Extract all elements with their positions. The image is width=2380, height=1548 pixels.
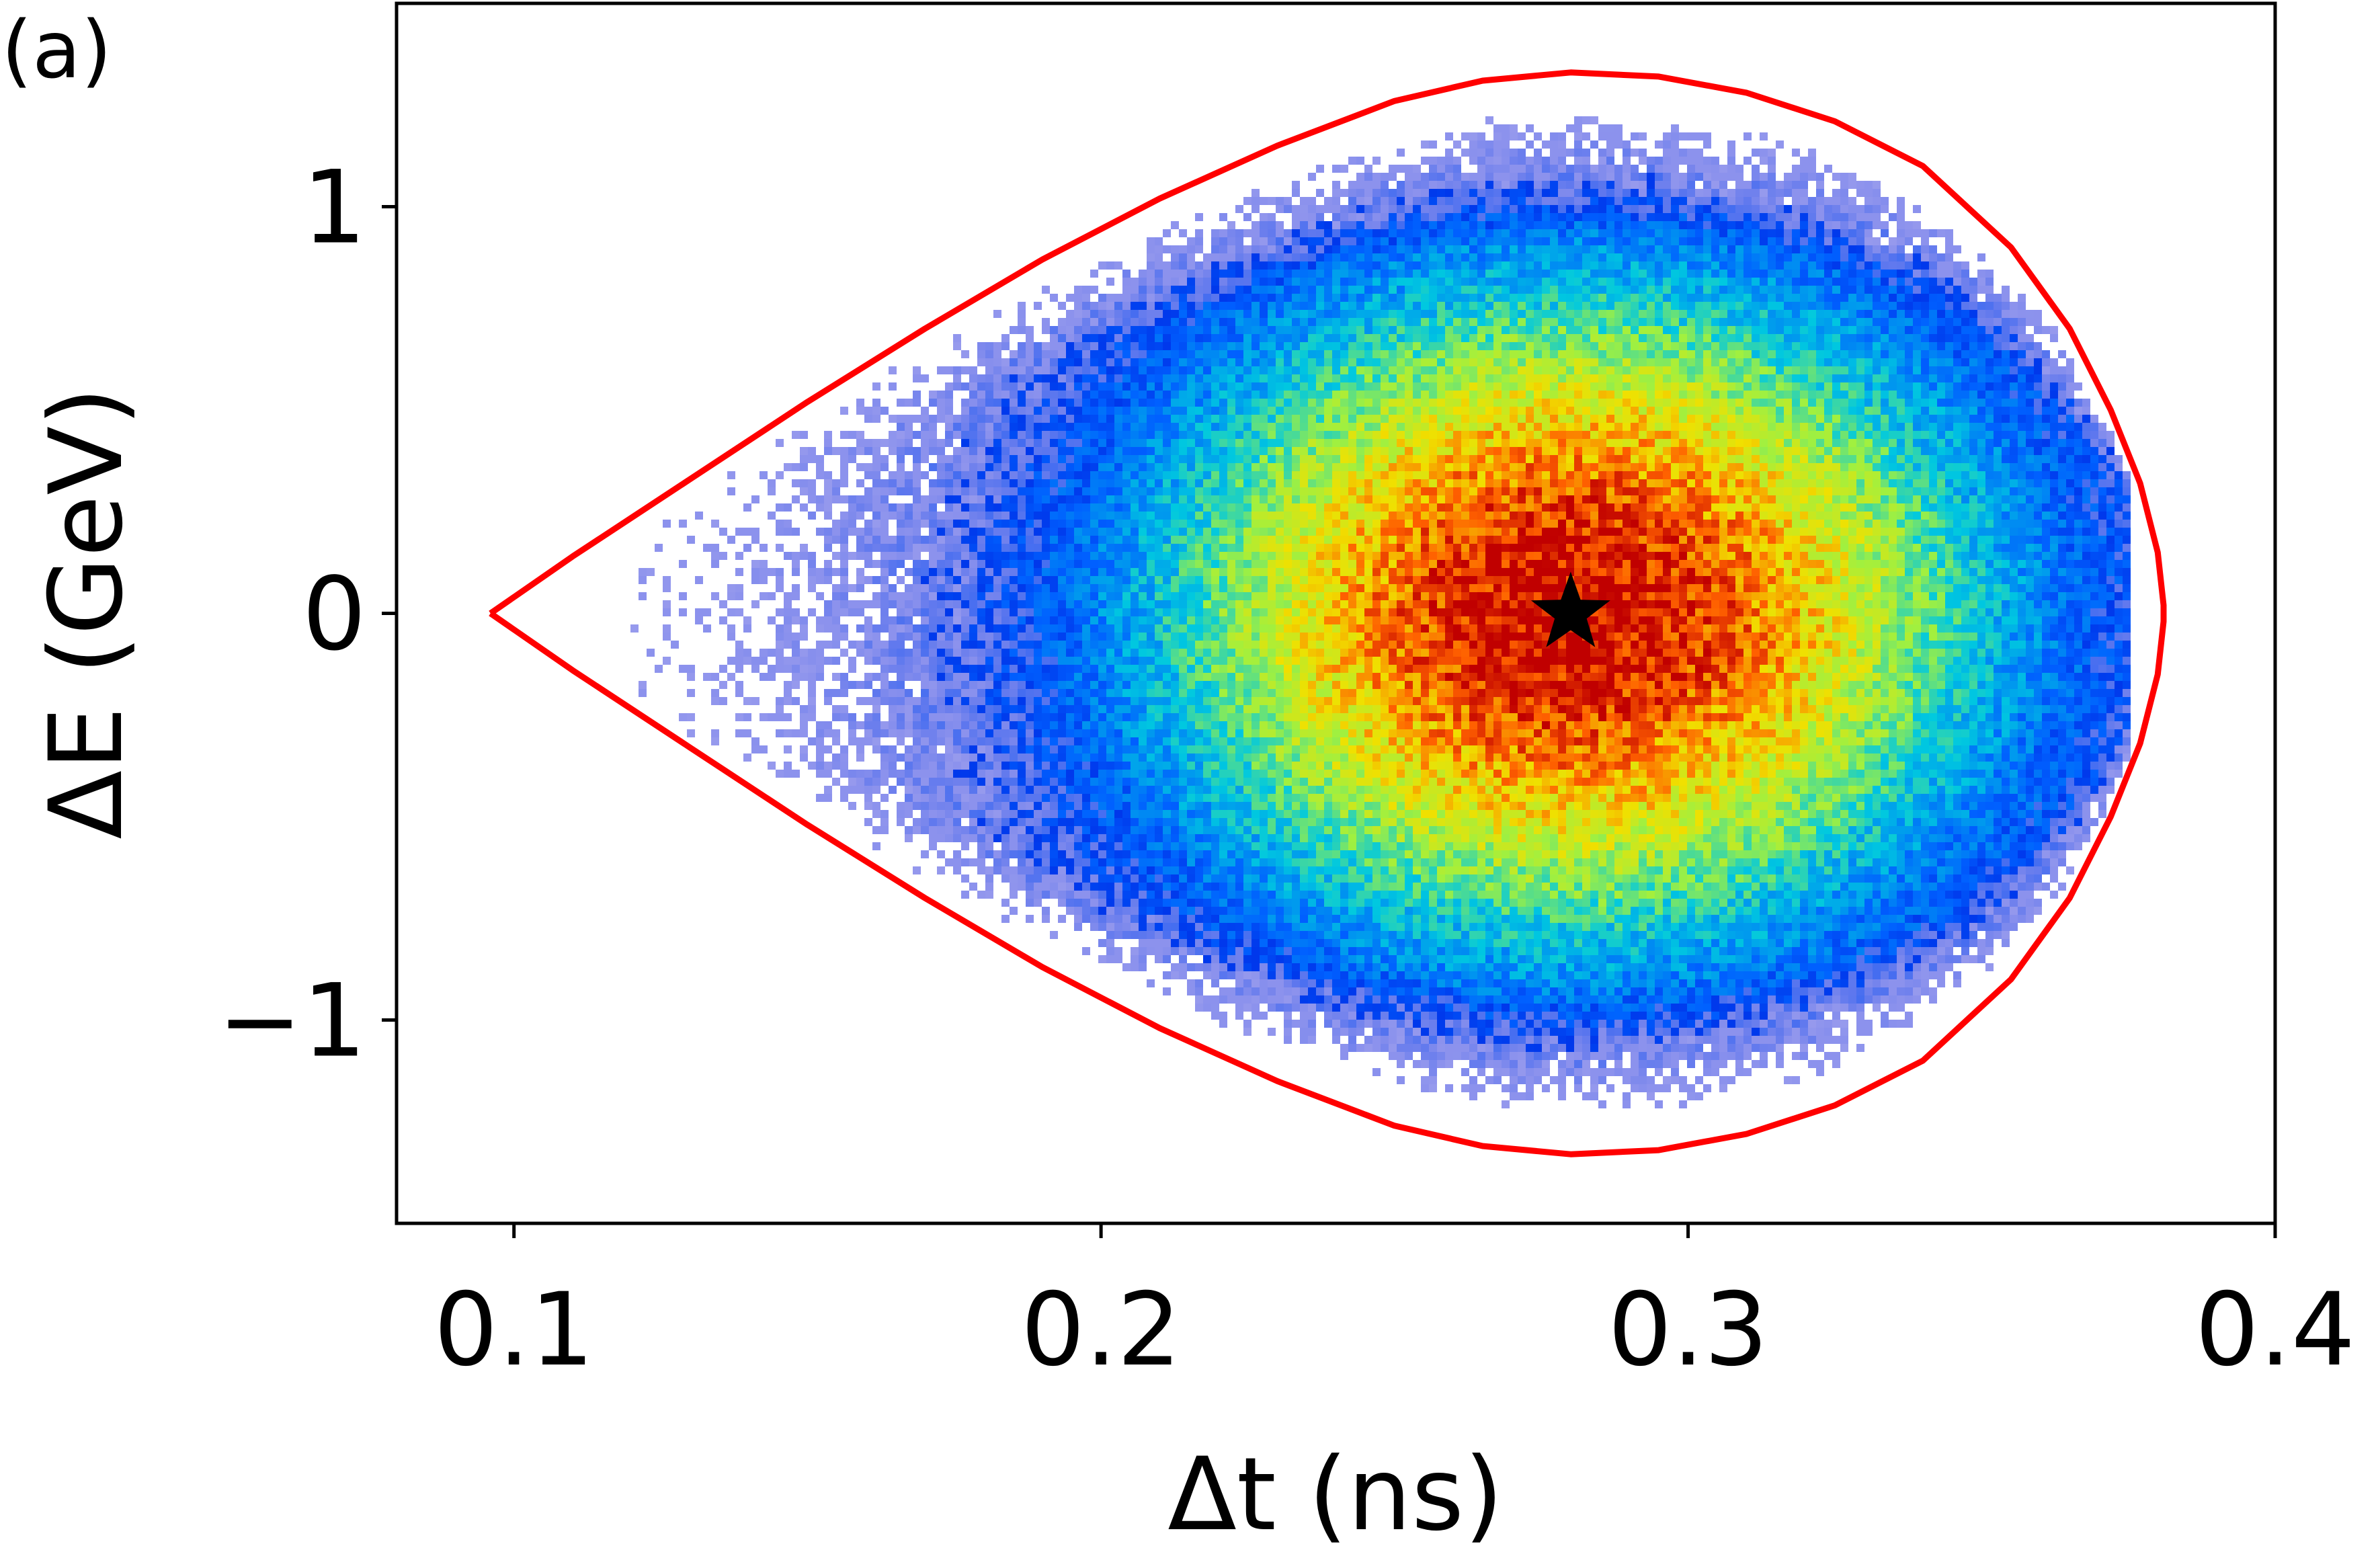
synchronous-particle-star-marker: [1530, 571, 1610, 647]
y-axis-ticks: −1 0 1: [218, 150, 397, 1080]
y-tick-label: 1: [302, 150, 366, 267]
x-tick-label: 0.1: [434, 1272, 594, 1389]
x-axis-label: Δt (ns): [1167, 1436, 1503, 1548]
y-tick-label: −1: [218, 963, 366, 1080]
separatrix-curve: [489, 69, 2167, 1157]
particle-density-heatmap: [630, 116, 2131, 1108]
x-axis-ticks: 0.1 0.2 0.3 0.4: [434, 1223, 2355, 1389]
x-tick-label: 0.3: [1608, 1272, 1768, 1389]
x-tick-label: 0.2: [1021, 1272, 1182, 1389]
y-tick-label: 0: [302, 557, 366, 674]
panel-label: (a): [1, 3, 112, 96]
y-axis-label: ΔE (GeV): [28, 386, 145, 839]
x-tick-label: 0.4: [2195, 1272, 2356, 1389]
